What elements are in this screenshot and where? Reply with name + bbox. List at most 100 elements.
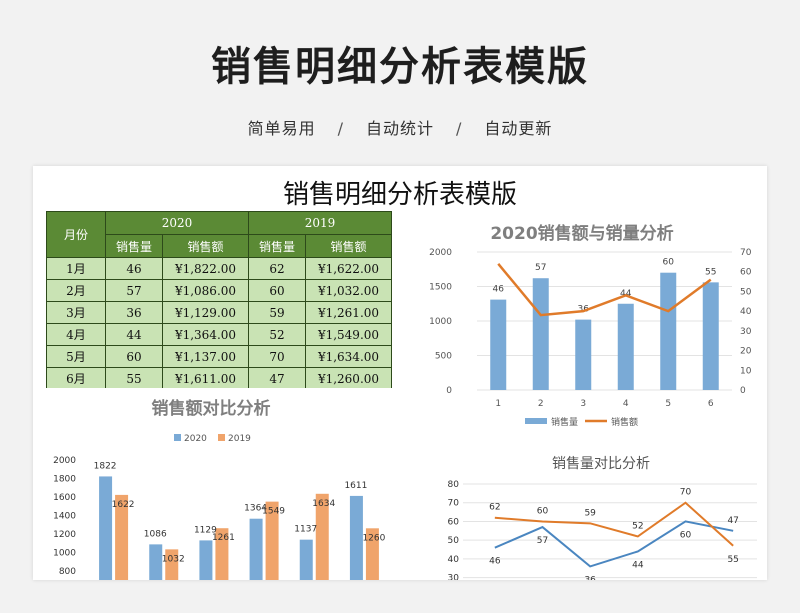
data-label: 55	[705, 267, 716, 277]
y-tick-label: 1400	[53, 511, 76, 521]
y-tick-label: 500	[435, 352, 452, 362]
legend-label: 2020	[184, 434, 207, 444]
qty-2019-cell: 47	[248, 367, 306, 390]
y-tick-label: 2000	[429, 248, 452, 258]
legend-swatch	[218, 434, 225, 441]
y2-tick-label: 60	[740, 268, 752, 278]
tag-auto-update: 自动更新	[484, 119, 553, 138]
bar	[165, 549, 179, 580]
feature-tags: 简单易用 / 自动统计 / 自动更新	[0, 115, 800, 139]
bar	[490, 299, 507, 390]
col-header-amount-2020: 销售额	[162, 234, 249, 258]
y2-tick-label: 30	[740, 327, 752, 337]
chart-title: 销售量对比分析	[552, 456, 650, 472]
x-tick-label: 6	[708, 399, 714, 409]
amount-2020-cell: ¥1,611.00	[162, 367, 249, 390]
y-tick-label: 40	[448, 555, 460, 565]
amount-2019-cell: ¥1,622.00	[305, 257, 392, 280]
y-tick-label: 80	[448, 480, 460, 490]
data-label: 1634	[312, 499, 335, 509]
month-cell: 3月	[46, 301, 106, 324]
data-label: 1364	[244, 504, 267, 514]
qty-2019-cell: 59	[248, 301, 306, 324]
x-tick-label: 2	[538, 399, 544, 409]
table-row: 1月 46 ¥1,822.00 62 ¥1,622.00	[46, 257, 392, 280]
table-row: 5月 60 ¥1,137.00 70 ¥1,634.00	[46, 345, 392, 368]
qty-2019-cell: 62	[248, 257, 306, 280]
bar	[660, 272, 677, 390]
spreadsheet-preview: 销售明细分析表模版 月份 2020 2019 销售量 销售额 销售量 销售额 1…	[33, 166, 767, 580]
x-tick-label: 3	[580, 399, 586, 409]
table-row: 2月 57 ¥1,086.00 60 ¥1,032.00	[46, 279, 392, 302]
data-label: 60	[663, 258, 675, 268]
y-tick-label: 1500	[429, 283, 452, 293]
qty-2020-cell: 46	[105, 257, 163, 280]
data-label: 44	[620, 289, 632, 299]
table-row: 3月 36 ¥1,129.00 59 ¥1,261.00	[46, 301, 392, 324]
data-label: 46	[493, 285, 505, 295]
bar	[115, 494, 129, 580]
amount-2020-cell: ¥1,137.00	[162, 345, 249, 368]
amount-2019-cell: ¥1,549.00	[305, 323, 392, 346]
data-label: 44	[632, 560, 644, 570]
y2-tick-label: 70	[740, 248, 752, 258]
x-tick-label: 1	[495, 399, 501, 409]
data-label: 36	[584, 575, 596, 580]
amount-2019-cell: ¥1,261.00	[305, 301, 392, 324]
amount-2019-cell: ¥1,260.00	[305, 367, 392, 390]
data-label: 1822	[94, 461, 117, 471]
data-label: 1129	[194, 525, 217, 535]
data-label: 70	[680, 488, 692, 498]
y-tick-label: 30	[448, 574, 460, 580]
y-tick-label: 60	[448, 517, 460, 527]
table-row: 6月 55 ¥1,611.00 47 ¥1,260.00	[46, 367, 392, 390]
chart-2020-sales: 2020销售额与销量分析 0 500 1000 1500 2000 0 10 20 30 40 50 6…	[397, 212, 767, 436]
series-line	[497, 263, 712, 317]
data-label: 1086	[144, 529, 167, 539]
data-label: 1260	[362, 533, 385, 543]
data-label: 1032	[162, 554, 185, 564]
y2-tick-label: 0	[740, 386, 746, 396]
tag-easy: 简单易用	[247, 119, 316, 138]
bar	[215, 528, 229, 580]
bar	[199, 540, 213, 580]
y-tick-label: 1800	[53, 474, 76, 484]
bar	[315, 493, 329, 580]
y2-tick-label: 10	[740, 366, 752, 376]
data-label: 60	[537, 506, 549, 516]
page-title: 销售明细分析表模版	[211, 44, 589, 90]
qty-2020-cell: 55	[105, 367, 163, 390]
data-label: 60	[680, 530, 692, 540]
x-tick-label: 5	[665, 399, 671, 409]
bar	[617, 303, 634, 390]
data-label: 62	[489, 503, 500, 513]
amount-2020-cell: ¥1,822.00	[162, 257, 249, 280]
data-label: 1622	[112, 500, 135, 510]
chart-2020-svg: 2020销售额与销量分析 0 500 1000 1500 2000 0 10 20 30 40 50 6…	[429, 223, 752, 428]
sales-table: 月份 2020 2019 销售量 销售额 销售量 销售额 1月 46 ¥1,822.…	[46, 211, 392, 390]
legend-swatch	[525, 418, 547, 424]
month-header: 月份	[46, 211, 106, 258]
legend-label: 销售量	[551, 416, 578, 428]
data-label: 47	[727, 516, 738, 526]
y-tick-label: 800	[59, 567, 76, 577]
chart-amount-compare: 销售额对比分析 800 1000 1200 1400 1600 1800 2000 2020 20…	[46, 388, 396, 580]
y-tick-label: 0	[446, 386, 452, 396]
tag-auto-stat: 自动统计	[365, 119, 434, 138]
bar	[532, 278, 549, 390]
month-cell: 5月	[46, 345, 106, 368]
data-label: 57	[537, 536, 548, 546]
y2-tick-label: 50	[740, 287, 752, 297]
data-label: 46	[489, 557, 501, 567]
legend-label: 2019	[228, 434, 251, 444]
qty-2020-cell: 44	[105, 323, 163, 346]
amount-2020-cell: ¥1,364.00	[162, 323, 249, 346]
col-header-qty-2020: 销售量	[105, 234, 163, 258]
qty-2019-cell: 70	[248, 345, 306, 368]
data-label: 1261	[212, 533, 235, 543]
amount-2020-cell: ¥1,086.00	[162, 279, 249, 302]
x-tick-label: 4	[623, 399, 629, 409]
qty-2020-cell: 36	[105, 301, 163, 324]
bar	[702, 282, 719, 390]
data-label: 55	[727, 555, 738, 565]
